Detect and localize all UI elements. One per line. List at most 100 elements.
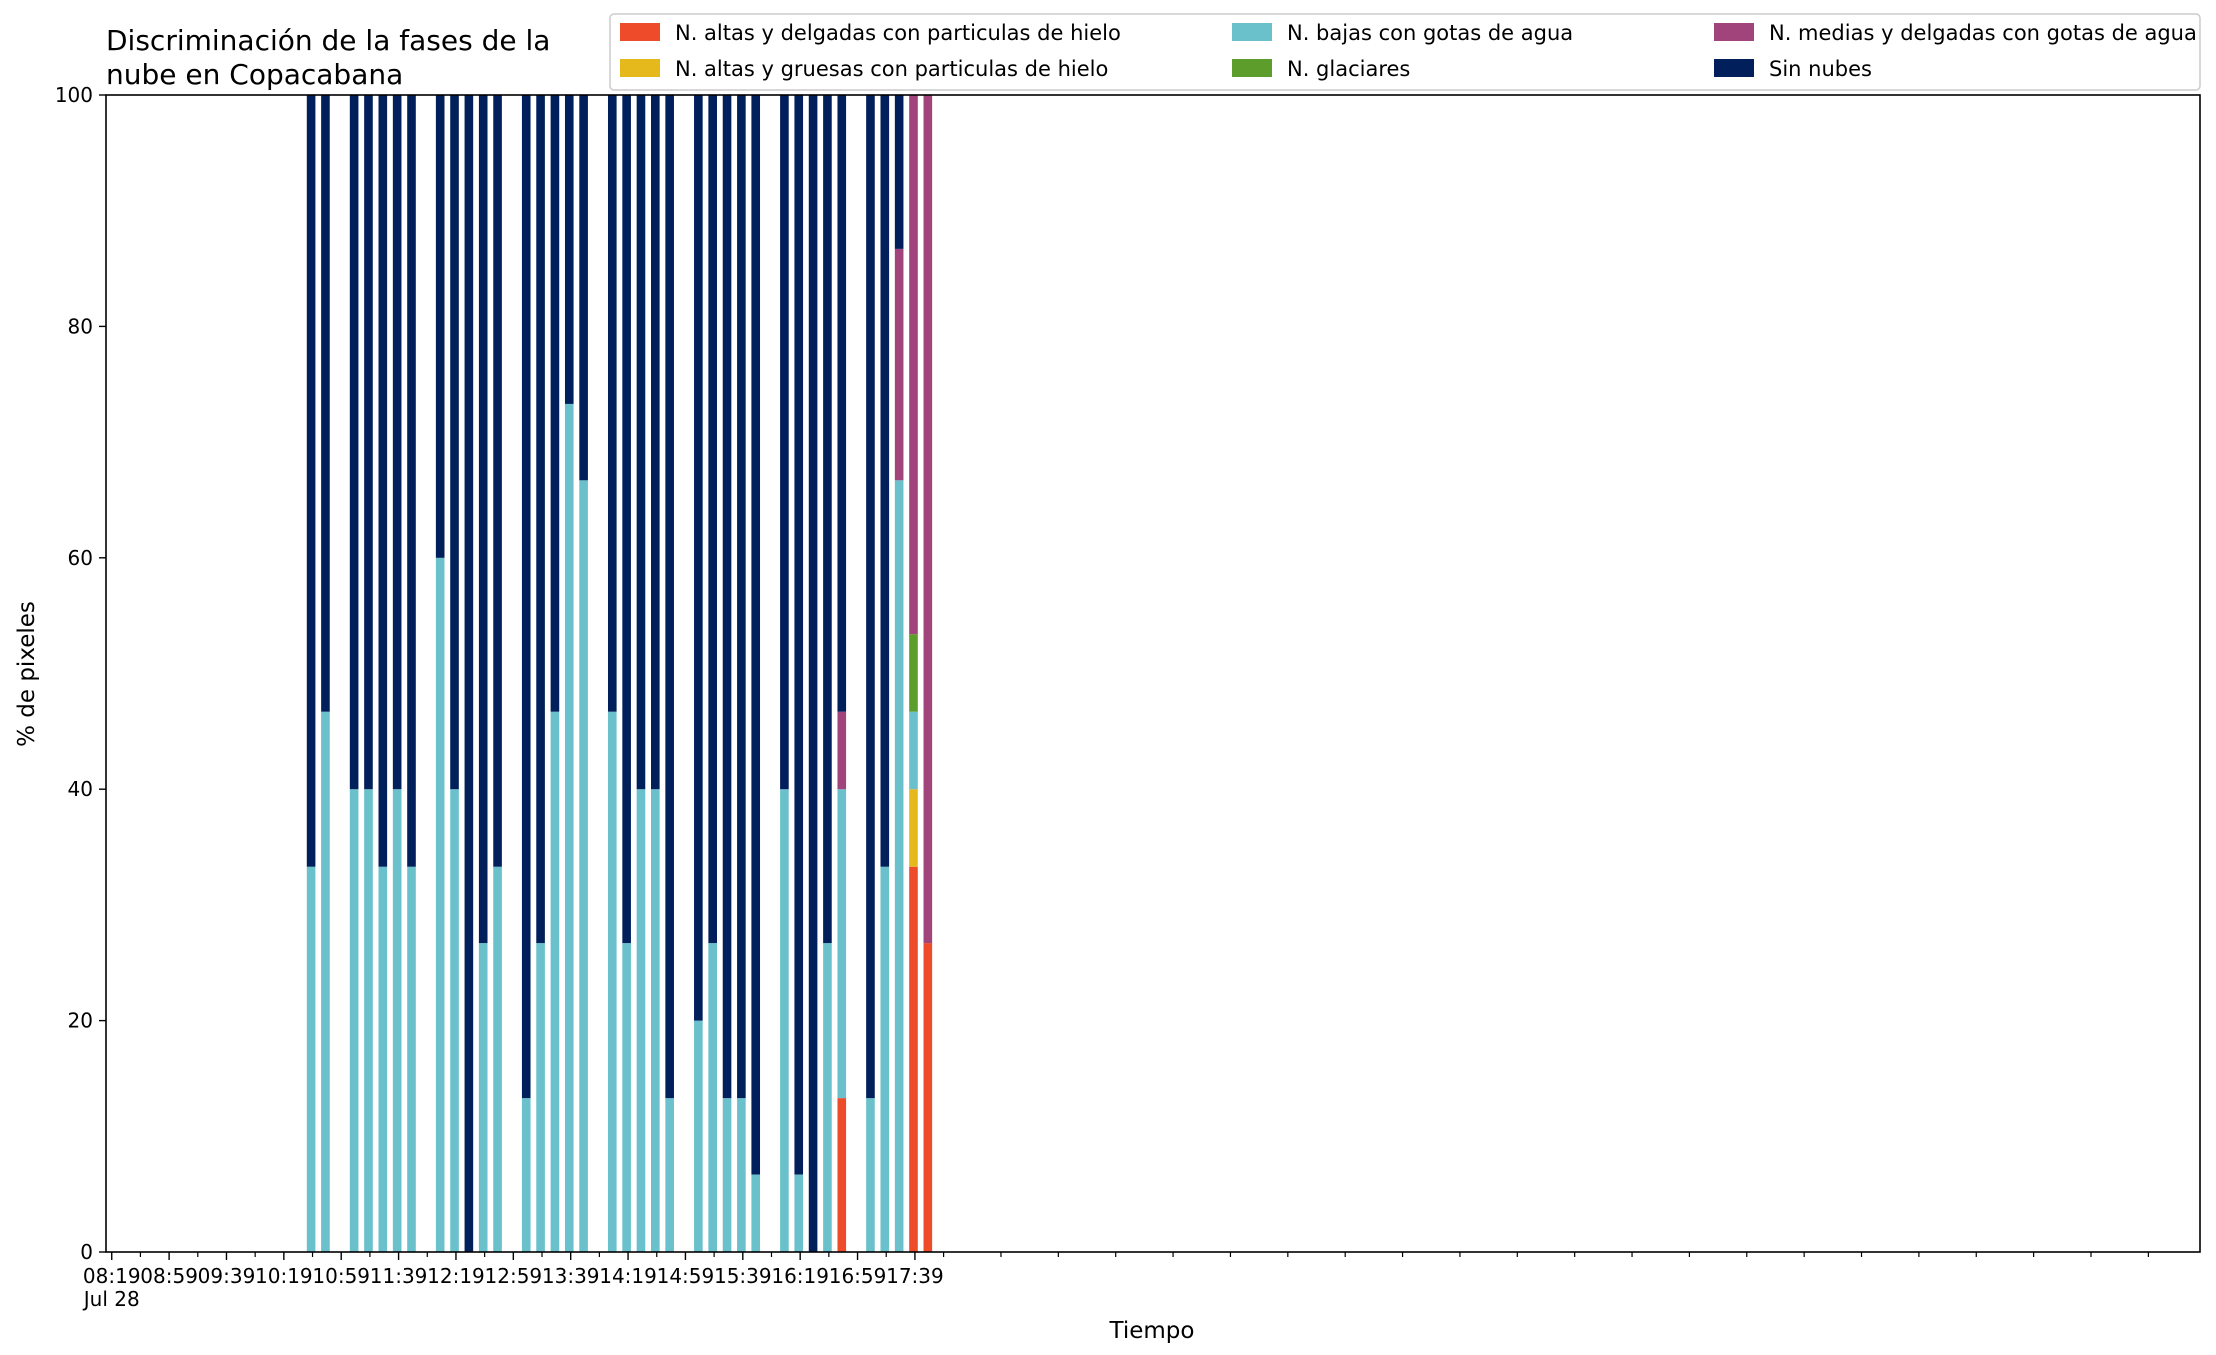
bar-segment [364,789,373,1252]
bar-segment [622,95,631,944]
bar-segment [880,95,890,867]
bar-segment [564,403,574,1252]
bar-segment [521,95,531,1099]
bar-segment [751,1174,761,1252]
x-tick-label: 09:39 [198,1264,256,1288]
bar-segment [694,95,703,1021]
bar-segment [780,789,789,1252]
legend-label: N. medias y delgadas con gotas de agua [1769,21,2197,45]
bar-segment [823,95,832,944]
legend-swatch [1714,59,1754,77]
plot-frame [105,94,2201,1253]
x-tick-label: 14:19 [599,1264,657,1288]
bar-segment [321,95,330,712]
y-tick-label: 60 [68,546,93,570]
legend-box [609,13,2201,91]
bar-segment [450,789,459,1252]
bar-segment [435,95,445,558]
y-tick-label: 100 [55,83,93,107]
bar-segment [866,1098,875,1252]
x-tick-label: 16:59 [829,1264,887,1288]
legend-swatch [620,59,660,77]
bar-segment [737,1098,746,1252]
bar-segment [435,557,445,1252]
bar-segment [493,95,502,867]
bar-segment [349,789,359,1252]
legend-swatch [1714,23,1754,41]
bar-segment [392,95,402,790]
bar-segment [880,866,890,1252]
bar-segment [837,1098,847,1252]
bar-segment [794,95,804,1175]
bar-segment [651,95,660,790]
bar-segment [909,866,918,1252]
bar-segment [923,943,933,1252]
bar-segment [866,95,875,1099]
x-axis-label: Tiempo [1109,1318,1195,1344]
y-tick-label: 40 [68,777,93,801]
bar-segment [364,95,373,790]
bar-segment [464,95,474,1252]
bar-segment [579,95,588,481]
legend-label: Sin nubes [1769,57,1872,81]
bar-segment [536,943,545,1252]
legend-swatch [1232,59,1272,77]
bar-segment [823,943,832,1252]
bar-segment [722,1098,732,1252]
x-tick-label: 16:19 [771,1264,829,1288]
bar-segment [837,711,847,790]
x-tick-label: 13:39 [542,1264,600,1288]
bar-segment [694,1020,703,1252]
bar-segment [909,95,918,635]
bar-segment [407,866,416,1252]
bar-segment [478,95,488,944]
bar-segment [651,789,660,1252]
bar-segment [780,95,789,790]
y-tick-label: 20 [68,1009,93,1033]
bar-segment [909,789,918,867]
bar-segment [450,95,459,790]
bar-segment [493,866,502,1252]
legend: N. altas y delgadas con particulas de hi… [609,13,2201,91]
bar-segment [894,95,904,249]
y-axis-label: % de pixeles [14,601,40,747]
bar-segment [579,480,588,1252]
chart-title-line2: nube en Copacabana [106,58,403,91]
bar-segment [521,1098,531,1252]
x-tick-label: 11:39 [370,1264,428,1288]
y-tick-label: 0 [80,1240,93,1264]
bar-segment [909,634,918,712]
chart-title-line1: Discriminación de la fases de la [106,24,550,57]
y-tick-label: 80 [68,314,93,338]
bar-segment [622,943,631,1252]
bar-segment [794,1174,804,1252]
bar-segment [708,95,717,944]
bar-segment [321,711,330,1252]
bar-segment [607,711,617,1252]
bar-segment [378,95,388,867]
legend-swatch [620,23,660,41]
bar-segment [665,1098,674,1252]
bar-segment [478,943,488,1252]
bar-segment [607,95,617,712]
bar-segment [894,480,904,1252]
x-tick-label: 12:19 [427,1264,485,1288]
bar-segment [923,95,933,944]
x-tick-label: 17:39 [886,1264,944,1288]
x-tick-sublabel: Jul 28 [82,1287,140,1311]
x-tick-label: 10:59 [312,1264,370,1288]
bar-segment [837,789,847,1099]
legend-label: N. glaciares [1287,57,1410,81]
bar-segment [737,95,746,1099]
x-tick-label: 15:39 [714,1264,772,1288]
bar-segment [837,95,847,712]
bar-segment [665,95,674,1099]
x-tick-label: 14:59 [657,1264,715,1288]
bar-segment [306,95,316,867]
bar-segment [808,95,818,1252]
bar-segment [378,866,388,1252]
bar-segment [636,95,646,790]
bar-segment [306,866,316,1252]
